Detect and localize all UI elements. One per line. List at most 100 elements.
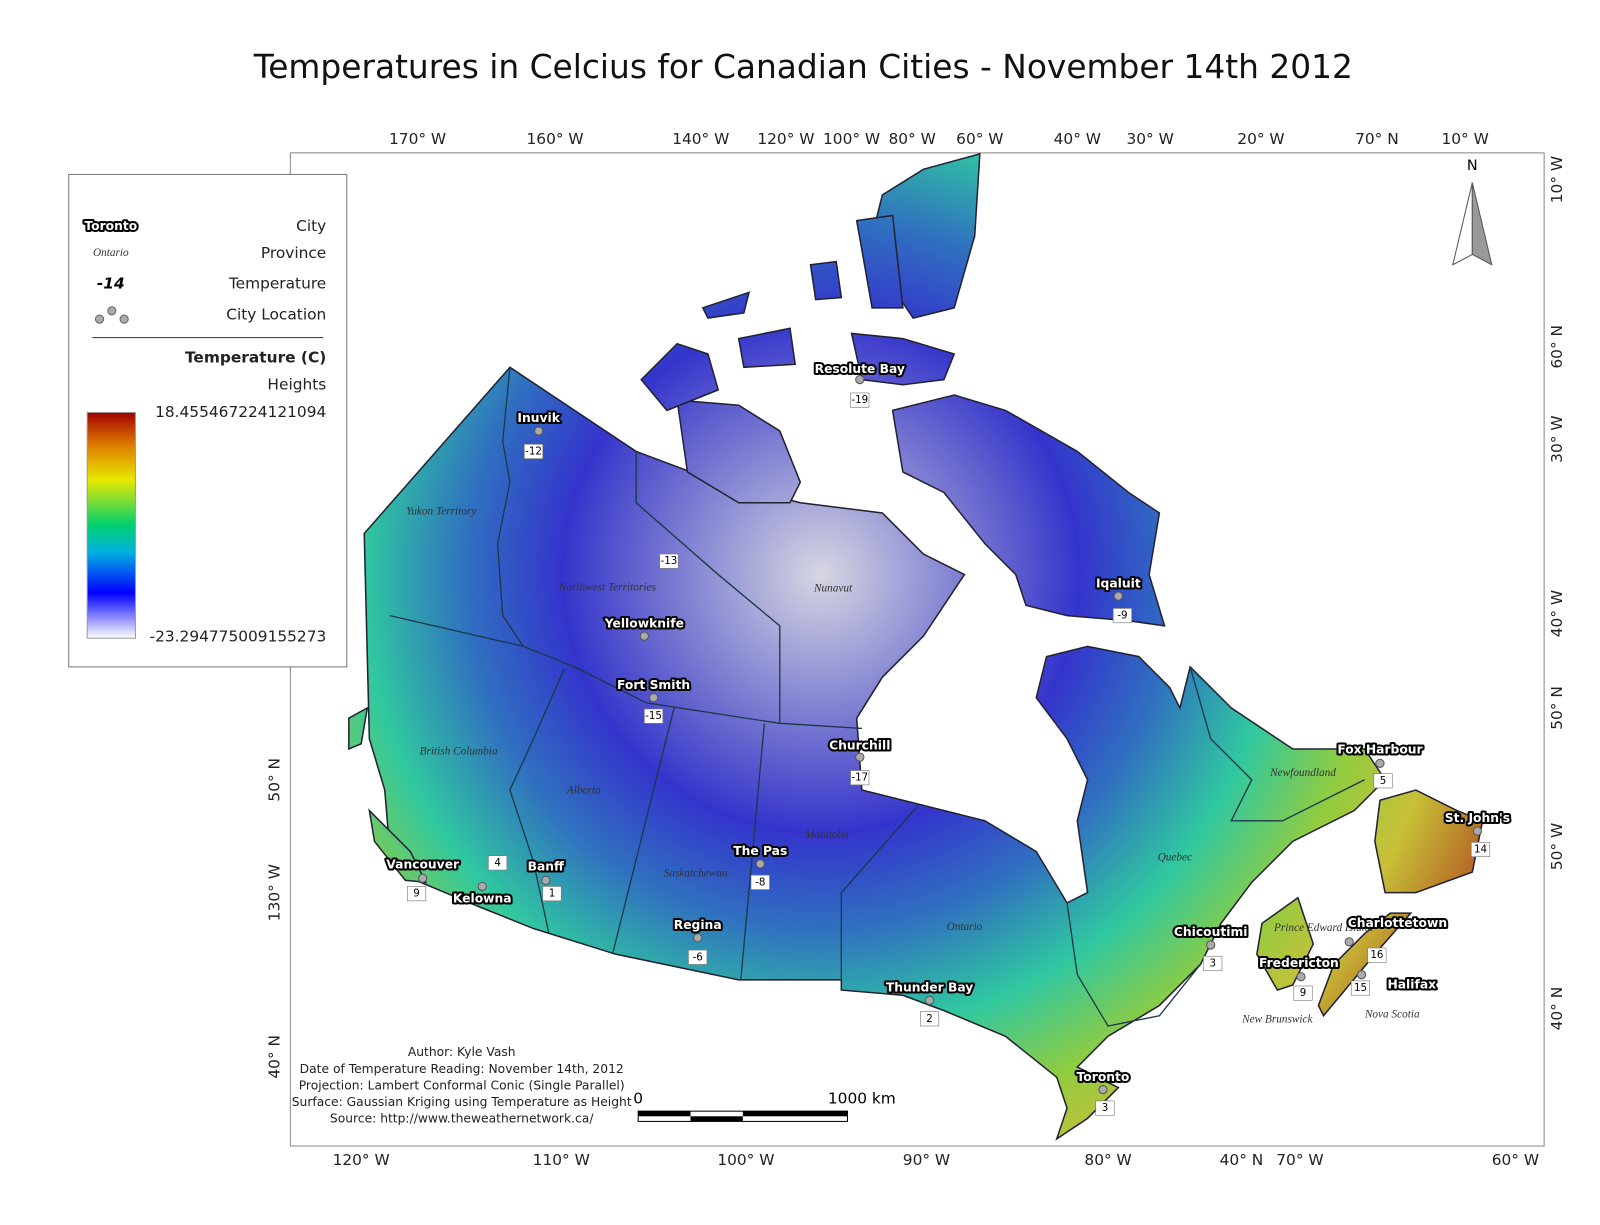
city-label: Fox Harbour — [1337, 743, 1423, 757]
city-label: Regina — [674, 918, 722, 932]
island — [855, 214, 904, 309]
graticule-label: 60° W — [956, 130, 1003, 148]
province-label: Manitoba — [804, 829, 849, 841]
city-label: Inuvik — [517, 411, 560, 425]
graticule-label: 60° W — [1492, 1151, 1539, 1169]
title: Temperatures in Celcius for Canadian Cit… — [253, 48, 1353, 86]
temperature-label: -19 — [851, 394, 868, 406]
temperature-label: 15 — [1354, 982, 1367, 994]
city-location — [1098, 1084, 1108, 1095]
temperature-badge — [407, 886, 427, 902]
city-location — [924, 995, 935, 1005]
peninsula — [1317, 912, 1413, 1018]
temperature-label: 9 — [1300, 987, 1307, 999]
legend-scale-subtitle: Heights — [267, 375, 326, 393]
temperature-badge — [542, 886, 562, 902]
legend-temperature-sample: -14 — [97, 275, 125, 293]
temperature-badge — [1095, 1100, 1115, 1116]
city-label: Halifax — [1387, 977, 1436, 991]
graticule-label: 160° W — [527, 130, 584, 148]
legend-label: Province — [261, 244, 326, 262]
temperature-badge — [1367, 947, 1387, 963]
graticule-label: 40° W — [1548, 590, 1566, 637]
temperature-label: -17 — [851, 772, 868, 784]
city-label: Chicoutimi — [1174, 925, 1248, 939]
graticule-label: 40° N — [1220, 1151, 1264, 1169]
province-label: Newfoundland — [1269, 767, 1336, 779]
temperature-label: -12 — [525, 445, 542, 457]
city-label: Resolute Bay — [815, 362, 905, 376]
credit-line: Projection: Lambert Conformal Conic (Sin… — [299, 1078, 625, 1092]
city-location — [477, 881, 487, 892]
mainland — [363, 366, 1387, 1141]
city-location — [855, 752, 865, 762]
north-arrow: N — [1452, 158, 1493, 266]
legend: Toronto City Ontario Province -14 Temper… — [68, 173, 348, 668]
graticule-label: 10° W — [1441, 130, 1488, 148]
city-label: Yellowknife — [604, 616, 684, 630]
legend-label: Temperature — [228, 275, 326, 293]
city-location — [755, 859, 765, 869]
border — [1189, 666, 1365, 822]
city-label: Kelowna — [453, 891, 512, 905]
province-label: Alberta — [566, 785, 601, 797]
arrow-half — [1471, 182, 1493, 266]
city-location — [534, 426, 544, 436]
province-label: Quebec — [1158, 851, 1192, 863]
city-location — [1356, 970, 1367, 980]
graticule-label: 120° W — [757, 130, 814, 148]
temperature-label: -13 — [661, 555, 678, 567]
scale-bar: 0 1000 km — [633, 1089, 896, 1122]
graticule-label: 110° W — [533, 1151, 590, 1169]
border — [635, 451, 781, 724]
scale-min: -23.294775009155273 — [150, 628, 327, 646]
temperature-badge — [850, 392, 870, 408]
legend-label: City Location — [226, 305, 326, 323]
scale-max: 18.455467224121094 — [155, 403, 326, 421]
graticule-label: 40° N — [265, 1035, 283, 1079]
legend-province-sample: Ontario — [93, 247, 129, 259]
graticule-label: 20° W — [1237, 130, 1284, 148]
temperature-badge — [1293, 985, 1313, 1001]
province-label: Prince Edward Island — [1273, 922, 1373, 934]
legend-dot — [107, 306, 117, 316]
north-label: N — [1467, 158, 1478, 174]
temperature-badge — [1373, 773, 1393, 789]
graticule-label: 170° W — [389, 130, 446, 148]
island — [348, 706, 369, 751]
city-label: Fredericton — [1259, 956, 1339, 970]
temperature-label: 3 — [1209, 957, 1216, 969]
graticule-label: 80° W — [1084, 1151, 1131, 1169]
temperature-label: 9 — [413, 888, 420, 900]
province-label: Saskatchewan — [664, 868, 728, 880]
legend-scale-title: Temperature (C) — [185, 349, 326, 367]
island — [676, 399, 802, 504]
city-label: Iqaluit — [1096, 576, 1141, 590]
graticule-label: 50° W — [1548, 823, 1566, 870]
legend-dot — [94, 314, 105, 324]
border — [840, 804, 919, 980]
city-location — [1375, 758, 1385, 768]
graticule-label: 40° W — [1054, 130, 1101, 148]
graticule-label: 90° W — [903, 1151, 950, 1169]
graticule-label: 130° W — [265, 864, 283, 921]
border — [509, 668, 565, 934]
city-location — [1344, 937, 1354, 947]
province-label: British Columbia — [420, 746, 498, 758]
border — [611, 707, 675, 955]
city-location — [1472, 826, 1483, 836]
temperature-label: -8 — [755, 876, 765, 888]
city-location — [1206, 940, 1216, 950]
temperature-label: 3 — [1102, 1102, 1109, 1114]
city-label: Churchill — [829, 738, 890, 752]
province-borders — [389, 367, 1365, 1027]
province-label: Nunavut — [813, 583, 853, 595]
scale-end: 1000 km — [828, 1089, 896, 1107]
graticule-label: 120° W — [333, 1151, 390, 1169]
scale-segment — [690, 1116, 743, 1122]
scale-start: 0 — [633, 1089, 643, 1107]
temperature-badge — [659, 553, 679, 569]
city-location — [693, 933, 703, 943]
island — [1374, 789, 1484, 894]
city-location — [541, 875, 551, 885]
